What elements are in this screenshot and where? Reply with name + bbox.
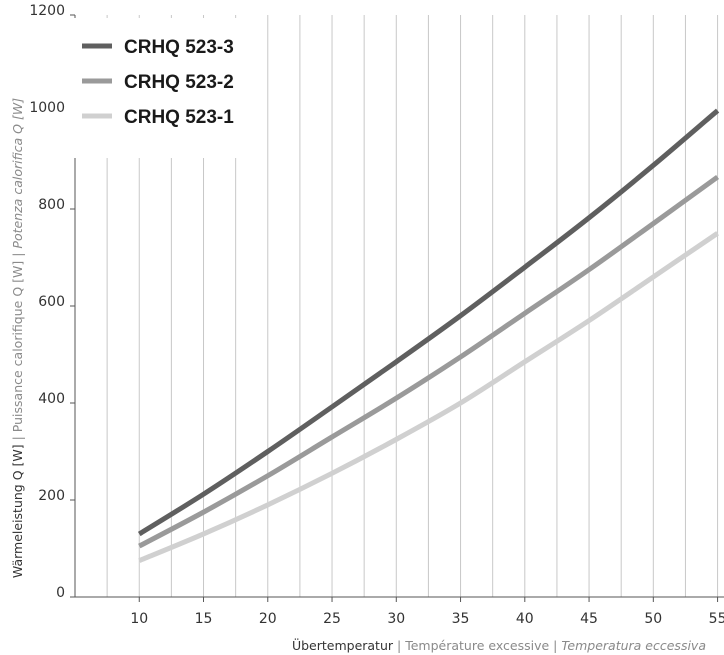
grid (106, 15, 719, 597)
y-tick-label: 1000 (29, 100, 65, 116)
x-tick-label: 35 (452, 611, 470, 627)
legend: CRHQ 523-3 CRHQ 523-2 CRHQ 523-1 (70, 18, 240, 158)
x-tick-label: 10 (130, 611, 148, 627)
x-tick-label: 30 (387, 611, 405, 627)
tick-labels: 0 200 400 600 800 1000 1200 10 15 20 25 30 35 40 45 50 5… (29, 3, 724, 627)
legend-background (70, 18, 240, 158)
x-axis-title-fr: Température excessive (404, 638, 549, 653)
y-tick-label: 800 (38, 197, 65, 213)
y-tick-label: 400 (38, 391, 65, 407)
x-tick-label: 50 (644, 611, 662, 627)
series-line-1 (137, 108, 720, 537)
legend-label-3: CRHQ 523-1 (124, 107, 234, 128)
legend-label-1: CRHQ 523-3 (124, 37, 234, 58)
y-axis-title: Wärmeleistung Q [W] | Puissance calorifi… (10, 98, 25, 578)
x-axis-title-de: Übertemperatur (292, 637, 394, 653)
series-line-2 (138, 174, 720, 549)
x-tick-label: 55 (709, 611, 724, 627)
series-line-3 (138, 231, 719, 563)
x-axis-title-separator-2: | (549, 638, 561, 653)
x-tick-label: 25 (323, 611, 341, 627)
y-axis-title-separator-2: | (10, 249, 25, 261)
legend-label-2: CRHQ 523-2 (124, 72, 234, 93)
x-axis-title-separator-1: | (393, 638, 405, 653)
y-axis-title-fr: Puissance calorifique Q [W] (10, 261, 25, 432)
x-axis-title: Übertemperatur | Température excessive |… (292, 637, 706, 653)
series-lines (137, 108, 720, 563)
y-axis-title-de: Wärmeleistung Q [W] (10, 444, 25, 578)
y-axis-title-it: Potenza calorifica Q [W] (10, 98, 25, 249)
y-axis-title-separator-1: | (10, 432, 25, 444)
y-tick-label: 600 (38, 294, 65, 310)
x-tick-label: 20 (259, 611, 277, 627)
x-axis-title-it: Temperatura eccessiva (561, 638, 706, 653)
y-tick-label: 1200 (29, 3, 65, 19)
x-tick-label: 15 (195, 611, 213, 627)
y-tick-label: 200 (38, 488, 65, 504)
y-tick-label: 0 (56, 585, 65, 601)
x-tick-label: 40 (516, 611, 534, 627)
x-tick-label: 45 (580, 611, 598, 627)
